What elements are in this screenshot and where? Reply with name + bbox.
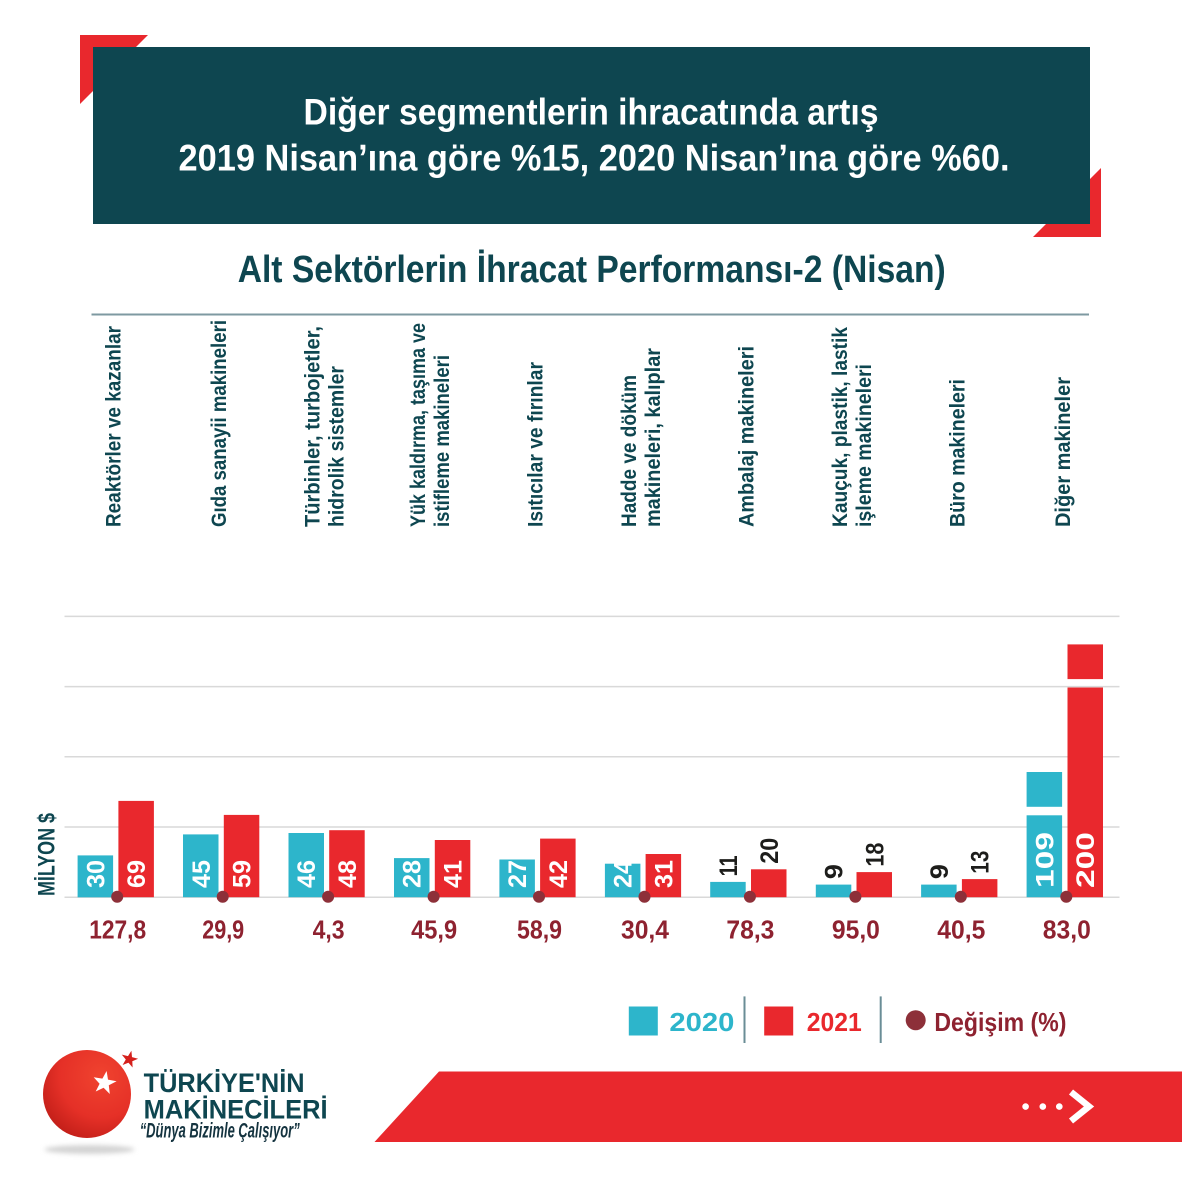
svg-text:2019 Nisan’ına göre %15, 2020: 2019 Nisan’ına göre %15, 2020 Nisan’ına … <box>179 137 1010 179</box>
svg-text:41: 41 <box>440 860 468 888</box>
svg-text:4,3: 4,3 <box>313 914 345 944</box>
svg-text:83,0: 83,0 <box>1043 914 1091 944</box>
svg-text:Hadde ve döküm: Hadde ve döküm <box>618 375 641 527</box>
svg-text:Reaktörler ve kazanlar: Reaktörler ve kazanlar <box>103 326 126 527</box>
svg-text:“Dünya Bizimle Çalışıyor”: “Dünya Bizimle Çalışıyor” <box>140 1120 300 1143</box>
svg-text:18: 18 <box>861 843 889 867</box>
svg-text:MAKİNECİLERİ: MAKİNECİLERİ <box>144 1094 328 1124</box>
svg-text:Büro makineleri: Büro makineleri <box>946 379 969 527</box>
svg-text:9: 9 <box>926 864 954 879</box>
svg-text:28: 28 <box>399 860 427 888</box>
svg-text:Alt Sektörlerin İhracat Perfor: Alt Sektörlerin İhracat Performansı-2 (N… <box>238 249 946 291</box>
svg-text:istifleme makineleri: istifleme makineleri <box>431 355 454 527</box>
svg-text:11: 11 <box>715 855 743 876</box>
svg-text:69: 69 <box>123 860 151 888</box>
svg-text:42: 42 <box>545 860 573 888</box>
svg-text:109: 109 <box>1031 832 1059 888</box>
svg-text:200: 200 <box>1072 832 1100 888</box>
svg-text:Diğer segmentlerin ihracatında: Diğer segmentlerin ihracatında artış <box>304 91 879 133</box>
svg-text:Yük kaldırma, taşıma ve: Yük kaldırma, taşıma ve <box>407 323 430 527</box>
svg-text:95,0: 95,0 <box>832 914 880 944</box>
svg-text:58,9: 58,9 <box>517 914 562 944</box>
svg-text:hidrolik sistemler: hidrolik sistemler <box>326 366 349 527</box>
svg-text:30,4: 30,4 <box>621 914 670 944</box>
svg-text:13: 13 <box>967 851 995 874</box>
svg-text:46: 46 <box>293 860 321 888</box>
svg-text:45,9: 45,9 <box>411 914 457 944</box>
svg-text:127,8: 127,8 <box>89 914 146 944</box>
svg-text:2021: 2021 <box>807 1007 862 1037</box>
svg-text:31: 31 <box>650 860 678 888</box>
svg-text:Diğer makineler: Diğer makineler <box>1052 377 1075 527</box>
svg-text:Isıtıcılar ve fırınlar: Isıtıcılar ve fırınlar <box>525 362 548 527</box>
svg-text:2020: 2020 <box>669 1007 734 1037</box>
svg-text:59: 59 <box>229 860 257 888</box>
svg-text:TÜRKİYE'NİN: TÜRKİYE'NİN <box>144 1068 305 1098</box>
svg-text:Kauçuk, plastik, lastik: Kauçuk, plastik, lastik <box>829 327 852 527</box>
svg-text:makineleri, kalıplar: makineleri, kalıplar <box>642 348 665 527</box>
svg-text:Türbinler, turbojetler,: Türbinler, turbojetler, <box>302 326 325 527</box>
svg-text:9: 9 <box>821 864 849 879</box>
svg-text:Değişim (%): Değişim (%) <box>934 1007 1066 1037</box>
svg-text:30: 30 <box>82 860 110 888</box>
svg-text:29,9: 29,9 <box>202 914 244 944</box>
svg-text:24: 24 <box>610 860 638 888</box>
svg-text:işleme makineleri: işleme makineleri <box>853 364 876 527</box>
svg-text:45: 45 <box>188 860 216 888</box>
svg-text:48: 48 <box>334 860 362 888</box>
svg-text:78,3: 78,3 <box>726 914 774 944</box>
svg-text:Ambalaj makineleri: Ambalaj makineleri <box>735 346 758 527</box>
svg-text:27: 27 <box>504 860 532 888</box>
svg-text:40,5: 40,5 <box>937 914 985 944</box>
svg-text:Gıda sanayii makineleri: Gıda sanayii makineleri <box>208 320 231 527</box>
svg-text:MİLYON $: MİLYON $ <box>34 813 61 896</box>
svg-text:20: 20 <box>756 838 784 864</box>
